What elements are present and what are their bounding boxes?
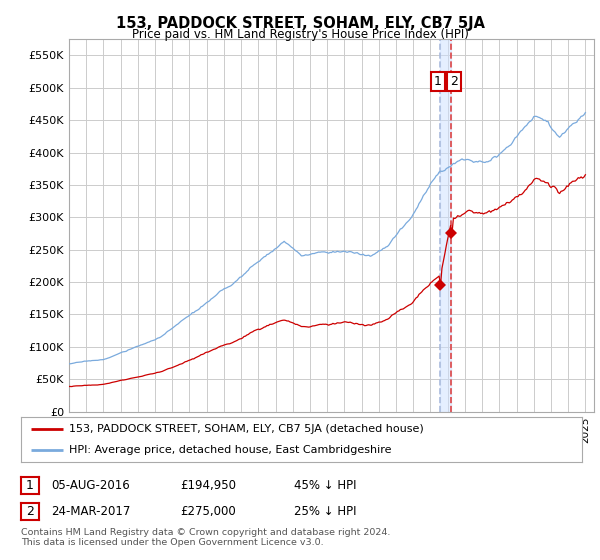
Text: £275,000: £275,000 (180, 505, 236, 518)
Text: 153, PADDOCK STREET, SOHAM, ELY, CB7 5JA (detached house): 153, PADDOCK STREET, SOHAM, ELY, CB7 5JA… (68, 424, 424, 435)
Text: 24-MAR-2017: 24-MAR-2017 (51, 505, 130, 518)
Text: £194,950: £194,950 (180, 479, 236, 492)
Text: 45% ↓ HPI: 45% ↓ HPI (294, 479, 356, 492)
Text: Contains HM Land Registry data © Crown copyright and database right 2024.
This d: Contains HM Land Registry data © Crown c… (21, 528, 391, 547)
Text: 2: 2 (450, 75, 458, 88)
Text: HPI: Average price, detached house, East Cambridgeshire: HPI: Average price, detached house, East… (68, 445, 391, 455)
Text: 153, PADDOCK STREET, SOHAM, ELY, CB7 5JA: 153, PADDOCK STREET, SOHAM, ELY, CB7 5JA (115, 16, 485, 31)
Text: 05-AUG-2016: 05-AUG-2016 (51, 479, 130, 492)
Bar (440, 39, 451, 412)
Text: Price paid vs. HM Land Registry's House Price Index (HPI): Price paid vs. HM Land Registry's House … (131, 28, 469, 41)
Text: 1: 1 (26, 479, 34, 492)
Text: 2: 2 (26, 505, 34, 518)
Text: 25% ↓ HPI: 25% ↓ HPI (294, 505, 356, 518)
Text: 1: 1 (434, 75, 442, 88)
